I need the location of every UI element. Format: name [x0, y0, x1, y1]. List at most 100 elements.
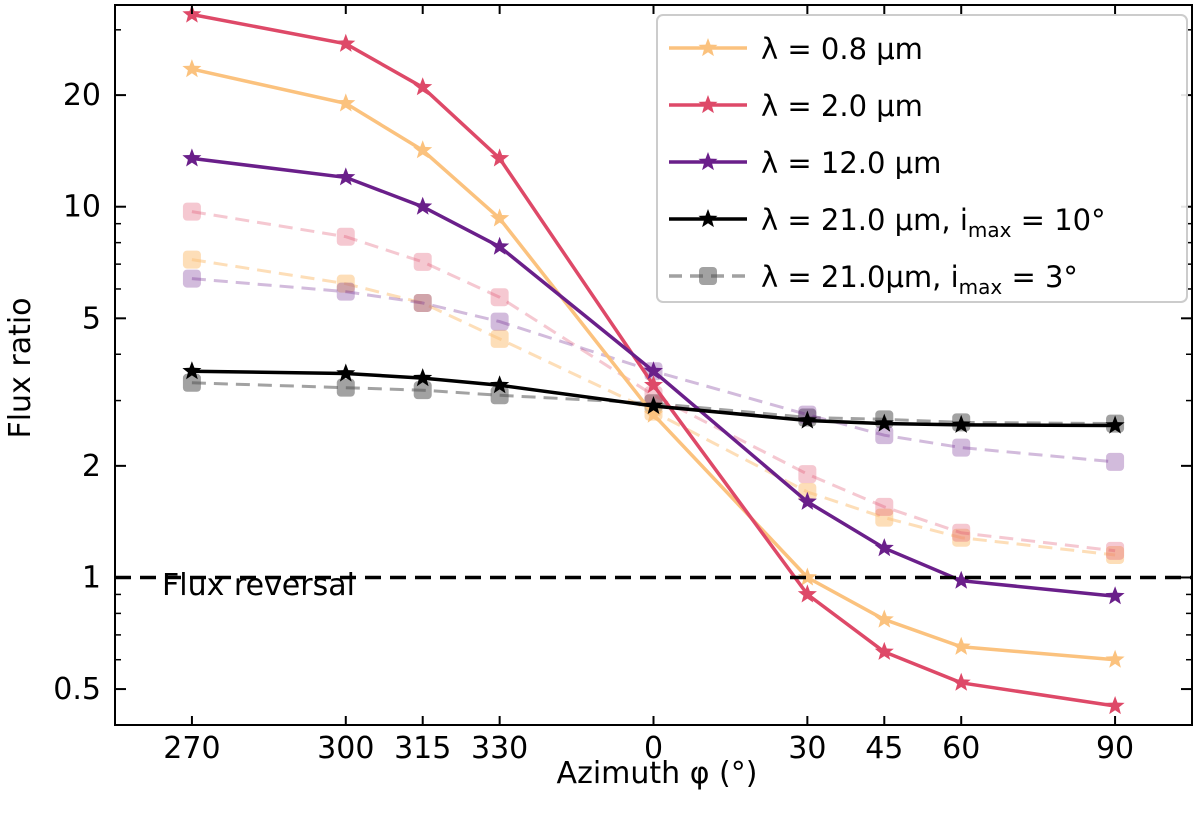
data-point [336, 167, 356, 186]
data-point [952, 523, 971, 542]
data-point [336, 274, 355, 293]
x-tick-label: 315 [394, 731, 451, 766]
data-point [490, 148, 510, 167]
x-tick-label: 270 [163, 731, 220, 766]
data-point [336, 363, 356, 382]
data-point [182, 148, 202, 167]
data-point [490, 208, 510, 227]
x-tick-label: 300 [317, 731, 374, 766]
series-2 [182, 148, 1125, 605]
series-line [191, 210, 1116, 553]
legend-label: λ = 12.0 μm [761, 146, 941, 180]
data-point [182, 250, 201, 269]
data-point [951, 672, 971, 691]
data-point [797, 491, 817, 510]
x-tick-label: 330 [471, 731, 528, 766]
data-point [413, 77, 433, 96]
data-point [182, 59, 202, 78]
legend-label: λ = 2.0 μm [761, 89, 923, 123]
data-point [182, 361, 202, 380]
data-point [1106, 452, 1125, 471]
data-point [874, 641, 894, 660]
legend-label: λ = 0.8 μm [761, 32, 923, 66]
data-point [1106, 541, 1125, 560]
axis-layer: 270 300 315 330 0 30 45 60 90 0.5 1 2 5 10 20 [53, 4, 1193, 766]
data-point [413, 196, 433, 215]
legend-marker [699, 267, 717, 285]
flux-reversal-label: Flux reversal [162, 568, 355, 603]
legend-item: λ = 12.0 μm [669, 146, 941, 180]
data-point [490, 288, 509, 307]
data-point [874, 413, 894, 432]
y-tick-label: 10 [63, 190, 101, 225]
series-layer [182, 4, 1125, 715]
data-point [875, 497, 894, 516]
x-tick-label: 0 [644, 731, 663, 766]
x-tick-label: 60 [942, 731, 980, 766]
data-point [874, 538, 894, 557]
data-point [1105, 586, 1125, 605]
data-point [644, 396, 663, 415]
y-tick-label: 1 [82, 560, 101, 595]
legend-box [656, 14, 1188, 303]
data-point [336, 33, 356, 52]
legend-item: λ = 21.0μm, imax = 3° [669, 260, 1078, 299]
y-tick-label: 0.5 [53, 672, 101, 707]
y-tick-label: 2 [82, 449, 101, 484]
data-point [182, 202, 201, 221]
data-point [951, 570, 971, 589]
data-point [1105, 415, 1125, 434]
y-tick-label: 20 [63, 78, 101, 113]
data-point [951, 414, 971, 433]
data-point [413, 368, 433, 387]
data-point [336, 378, 355, 397]
legend-marker [698, 152, 718, 171]
data-point [490, 236, 510, 255]
data-point [644, 361, 663, 380]
data-point [874, 609, 894, 628]
data-point [797, 567, 817, 586]
data-point [951, 636, 971, 655]
data-point [644, 404, 663, 423]
data-point [413, 293, 432, 312]
data-point [336, 282, 355, 301]
data-point [490, 329, 509, 348]
data-point [644, 375, 663, 394]
legend-label: λ = 21.0μm, imax = 3° [761, 260, 1078, 299]
data-point [798, 465, 817, 484]
series-3 [182, 361, 1125, 434]
data-point [875, 508, 894, 527]
data-point [413, 293, 432, 312]
legend-label: λ = 21.0 μm, imax = 10° [761, 203, 1106, 242]
y-tick-label: 5 [82, 301, 101, 336]
x-tick-label: 90 [1096, 731, 1134, 766]
legend-item: λ = 2.0 μm [669, 89, 923, 123]
data-point [952, 528, 971, 547]
data-point [797, 410, 817, 429]
legend-marker [698, 209, 718, 228]
data-point [336, 227, 355, 246]
legend-item: λ = 0.8 μm [669, 32, 923, 66]
data-point [1106, 545, 1125, 564]
data-point [1105, 696, 1125, 715]
data-point [413, 252, 432, 271]
y-axis-title: Flux ratio [3, 297, 38, 438]
series-0 [182, 59, 1125, 668]
legend-item: λ = 21.0 μm, imax = 10° [669, 203, 1106, 242]
data-point [490, 375, 510, 394]
legend-marker [698, 38, 718, 57]
x-tick-label: 30 [788, 731, 826, 766]
x-axis-title: Azimuth φ (°) [557, 756, 758, 791]
series-6 [182, 202, 1125, 560]
legend-marker [698, 95, 718, 114]
x-tick-label: 45 [865, 731, 903, 766]
data-point [797, 584, 817, 603]
legend: λ = 0.8 μm λ = 2.0 μm λ = 12.0 μm λ = 21.0 … [656, 14, 1188, 303]
data-point [952, 438, 971, 457]
data-point [182, 269, 201, 288]
data-point [336, 93, 356, 112]
data-point [182, 373, 201, 392]
data-point [875, 426, 894, 445]
data-point [413, 140, 433, 159]
